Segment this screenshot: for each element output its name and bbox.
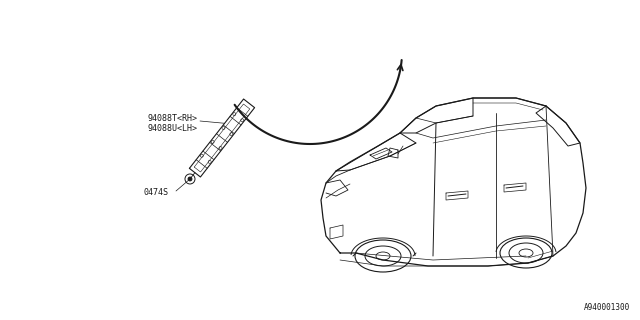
Text: 94088U<LH>: 94088U<LH> <box>148 124 198 132</box>
Ellipse shape <box>188 177 192 181</box>
Text: 0474S: 0474S <box>143 188 168 196</box>
Text: 94088T<RH>: 94088T<RH> <box>148 114 198 123</box>
Text: A940001300: A940001300 <box>584 303 630 312</box>
